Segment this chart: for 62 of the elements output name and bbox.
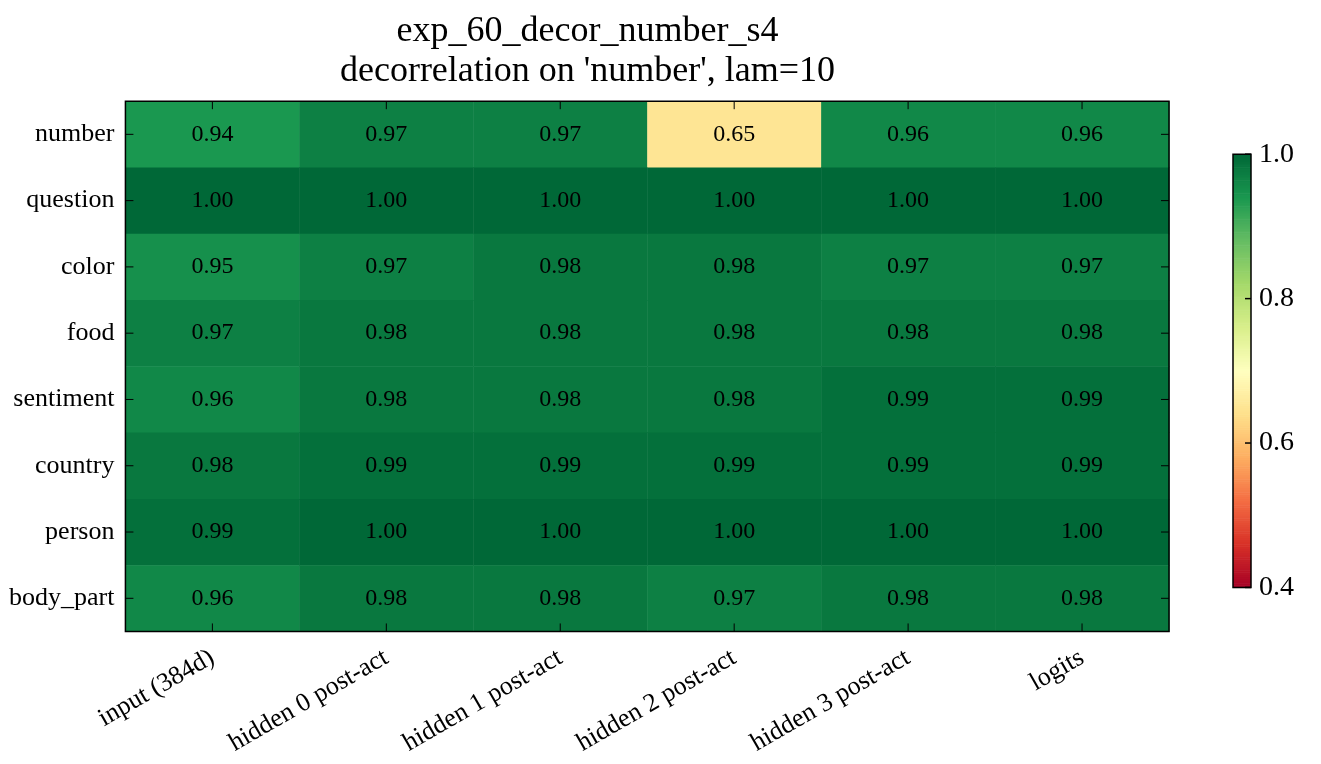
chart-title: exp_60_decor_number_s4 decorrelation on 'number', lam=10 (339, 9, 836, 89)
data-label: 0.96 (191, 384, 234, 411)
data-label: 1.00 (713, 517, 756, 544)
data-label: 1.00 (191, 185, 234, 212)
data-label: 1.00 (713, 185, 756, 212)
y-tick-label: body_part (9, 582, 116, 612)
data-label: 0.98 (539, 583, 582, 610)
data-label: 1.00 (1061, 185, 1104, 212)
data-label: 0.96 (887, 119, 930, 146)
color-bar-label: 0.8 (1259, 280, 1294, 312)
data-label: 0.99 (365, 451, 408, 478)
data-label: 0.98 (1061, 318, 1104, 345)
data-label: 0.99 (713, 451, 756, 478)
data-label: 0.98 (191, 451, 234, 478)
y-tick-label: country (35, 449, 115, 479)
y-tick-label: color (61, 250, 115, 280)
data-label: 0.98 (887, 318, 930, 345)
data-label: 1.00 (365, 185, 408, 212)
data-label: 0.98 (713, 318, 756, 345)
data-label: 0.98 (539, 384, 582, 411)
data-label: 0.99 (1061, 384, 1104, 411)
data-label: 0.97 (191, 318, 234, 345)
data-label: 0.99 (887, 384, 930, 411)
data-label: 0.96 (1061, 119, 1104, 146)
data-label: 1.00 (887, 517, 930, 544)
data-label: 0.99 (539, 451, 582, 478)
x-tick-label: logits (1023, 641, 1089, 696)
color-bar-label: 0.6 (1259, 425, 1294, 457)
data-label: 0.98 (365, 318, 408, 345)
data-label: 1.00 (539, 185, 582, 212)
y-tick-label: person (45, 515, 115, 545)
data-label: 1.00 (887, 185, 930, 212)
data-label: 0.98 (713, 384, 756, 411)
y-tick-label: food (66, 317, 115, 347)
data-label: 1.00 (539, 517, 582, 544)
y-tick-label: question (26, 184, 115, 214)
data-label: 0.99 (887, 451, 930, 478)
data-label: 0.97 (365, 119, 408, 146)
data-label: 0.98 (365, 583, 408, 610)
data-label: 0.98 (365, 384, 408, 411)
color-bar-label: 1.0 (1259, 136, 1294, 168)
data-label: 0.99 (1061, 451, 1104, 478)
y-tick-label: sentiment (13, 383, 116, 413)
data-label: 0.97 (887, 252, 930, 279)
data-label: 0.97 (713, 583, 756, 610)
data-label: 0.94 (191, 119, 234, 146)
data-label: 0.65 (713, 119, 756, 146)
data-label: 0.98 (1061, 583, 1104, 610)
data-label: 1.00 (365, 517, 408, 544)
data-label: 0.98 (887, 583, 930, 610)
data-label: 0.96 (191, 583, 234, 610)
data-label: 0.98 (539, 252, 582, 279)
y-tick-label: number (35, 118, 115, 148)
data-label: 0.95 (191, 252, 234, 279)
data-label: 0.97 (539, 119, 582, 146)
data-label: 0.98 (539, 318, 582, 345)
data-label: 0.98 (713, 252, 756, 279)
data-label: 0.97 (1061, 252, 1104, 279)
color-bar-label: 0.4 (1259, 569, 1294, 601)
data-label: 0.99 (191, 517, 234, 544)
data-label: 1.00 (1061, 517, 1104, 544)
data-label: 0.97 (365, 252, 408, 279)
